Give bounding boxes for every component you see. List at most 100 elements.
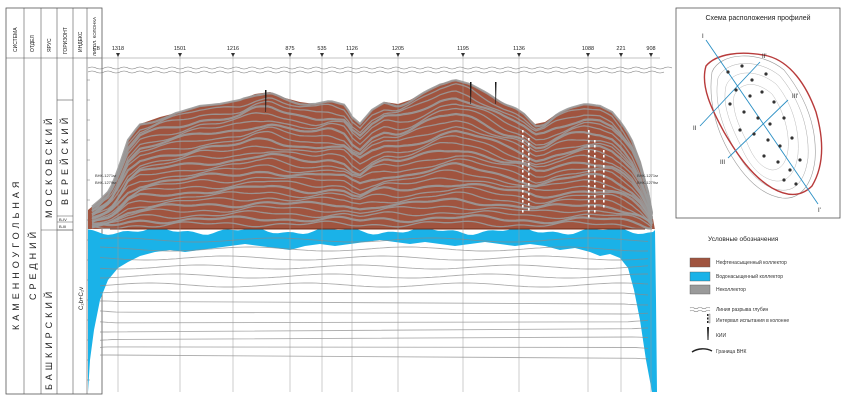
- stage-upper-label: МОСКОВСКИЙ: [43, 114, 54, 218]
- test-interval-marker: [588, 130, 590, 133]
- non-reservoir-layer: [91, 135, 653, 222]
- owc-label-left-1: ВНК-1271м: [95, 173, 116, 178]
- inset-well-dot: [752, 132, 756, 136]
- test-interval-marker: [528, 143, 530, 146]
- non-reservoir-layer: [99, 354, 649, 360]
- test-interval-marker: [588, 180, 590, 183]
- well-marker-icon: [649, 53, 653, 57]
- test-interval-marker: [594, 170, 596, 173]
- test-interval-marker: [603, 200, 605, 203]
- test-interval-marker: [528, 153, 530, 156]
- test-interval-marker: [603, 180, 605, 183]
- well-marker-icon: [231, 53, 235, 57]
- non-reservoir-layer: [91, 158, 653, 222]
- test-interval-marker: [594, 165, 596, 168]
- test-interval-marker: [522, 130, 524, 133]
- depth-break-line: [87, 70, 665, 74]
- non-reservoir-layer: [99, 319, 649, 324]
- inset-well-dot: [742, 110, 746, 114]
- inset-well-dot: [790, 136, 794, 140]
- profile-line-i: [705, 39, 819, 205]
- header-index: ИНДЕКС: [78, 31, 84, 52]
- inset-well-dot: [738, 128, 742, 132]
- test-interval-marker: [522, 195, 524, 198]
- test-interval-marker: [588, 190, 590, 193]
- non-reservoir-layer: [91, 83, 653, 214]
- stage-lower-label: БАШКИРСКИЙ: [43, 288, 54, 390]
- test-interval-marker: [594, 190, 596, 193]
- profile-section: СВ 1318 1501 1216 875 535 1126 1205 1195 1136 108…: [87, 46, 673, 392]
- well-id-label: 1318: [112, 46, 124, 52]
- inset-map: Схема расположения профилей I II' II III…: [675, 7, 841, 219]
- non-reservoir-layer: [99, 310, 649, 315]
- contour-line: [710, 55, 816, 199]
- well-id-label: 908: [646, 46, 655, 52]
- test-interval-marker: [522, 155, 524, 158]
- non-reservoir-layer: [100, 327, 649, 333]
- test-interval-marker: [522, 150, 524, 153]
- index-label: C₂b+C₂v: [79, 287, 85, 310]
- inset-well-dot: [734, 88, 738, 92]
- legend-label-oil: Нефтенасыщенный коллектор: [716, 259, 787, 266]
- test-interval-marker: [528, 188, 530, 191]
- test-interval-marker: [528, 208, 530, 211]
- well-id-label: 221: [616, 46, 625, 52]
- contour-line: [724, 72, 799, 182]
- inset-well-dot: [778, 144, 782, 148]
- index-top-2: B-III: [59, 224, 66, 229]
- test-interval-marker: [588, 150, 590, 153]
- well-id-label: 1136: [513, 46, 525, 52]
- test-interval-marker: [594, 200, 596, 203]
- inset-well-dot: [762, 154, 766, 158]
- test-interval-marker: [588, 135, 590, 138]
- test-interval-marker: [594, 150, 596, 153]
- test-interval-marker: [588, 160, 590, 163]
- inset-well-dot: [782, 116, 786, 120]
- test-interval-marker: [528, 163, 530, 166]
- test-interval-marker: [522, 140, 524, 143]
- test-interval-marker: [588, 200, 590, 203]
- non-reservoir-layer: [99, 336, 649, 341]
- non-reservoir-layer: [99, 282, 649, 288]
- test-interval-marker: [588, 165, 590, 168]
- non-reservoir-layer: [91, 112, 654, 219]
- non-reservoir-layer: [91, 125, 653, 217]
- test-interval-icon: [707, 313, 711, 324]
- test-interval-marker: [603, 150, 605, 153]
- inset-well-dot: [798, 158, 802, 162]
- test-interval-marker: [522, 170, 524, 173]
- contour-line: [716, 63, 809, 191]
- test-interval-marker: [588, 140, 590, 143]
- index-top-1: В-IV: [59, 217, 67, 222]
- inset-well-dot: [764, 72, 768, 76]
- series-label: СРЕДНИЙ: [27, 228, 38, 300]
- well-id-label: 1205: [392, 46, 404, 52]
- system-label: КАМЕННОУГОЛЬНАЯ: [11, 178, 21, 330]
- inset-well-dot: [748, 94, 752, 98]
- contour-line: [733, 84, 789, 171]
- test-interval-marker: [522, 200, 524, 203]
- well-id-label: 1088: [582, 46, 594, 52]
- test-interval-marker: [603, 160, 605, 163]
- non-reservoir-layer: [91, 162, 654, 224]
- test-intervals: [265, 82, 605, 218]
- test-interval-marker: [588, 145, 590, 148]
- depth-break-symbol-icon: [689, 309, 711, 313]
- kii-icon: [707, 327, 709, 340]
- well-prefix: СВ: [93, 46, 101, 52]
- legend-label-depth-break: Линия разрыва глубин: [716, 307, 769, 313]
- profile-label: II': [762, 54, 766, 60]
- non-reservoir-layer: [91, 79, 654, 215]
- well-marker-icon: [320, 53, 324, 57]
- well-marker-icon: [288, 53, 292, 57]
- well-id-label: 1195: [457, 46, 469, 52]
- legend: Условные обозначения Нефтенасыщенный кол…: [689, 235, 789, 355]
- well-id-label: 1126: [346, 46, 358, 52]
- test-interval-marker: [594, 210, 596, 213]
- profile-label: III': [792, 94, 798, 100]
- test-interval-marker: [603, 170, 605, 173]
- well-id-label: 1501: [174, 46, 186, 52]
- non-reservoir-layer: [99, 237, 649, 243]
- non-reservoir-layer: [91, 129, 654, 219]
- test-interval-marker: [522, 175, 524, 178]
